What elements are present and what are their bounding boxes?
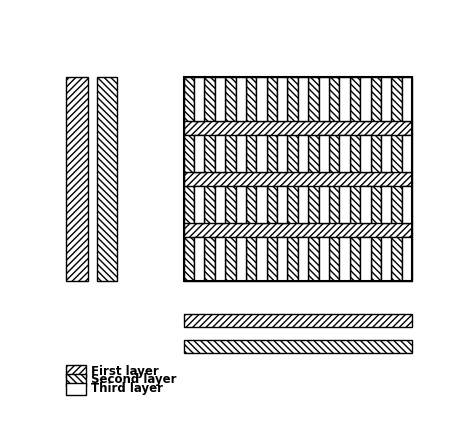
Bar xyxy=(319,77,329,121)
Bar xyxy=(319,186,329,223)
Bar xyxy=(225,77,235,281)
Bar xyxy=(215,77,225,121)
Bar xyxy=(194,186,205,223)
Bar xyxy=(360,77,371,121)
Bar xyxy=(215,186,225,223)
Bar xyxy=(246,77,256,281)
Bar xyxy=(319,237,329,281)
Bar xyxy=(381,237,391,281)
Bar xyxy=(402,77,412,121)
Bar xyxy=(183,77,412,281)
Bar xyxy=(267,77,277,281)
Bar xyxy=(381,135,391,172)
Text: First layer: First layer xyxy=(91,365,159,377)
Bar xyxy=(256,237,267,281)
Bar xyxy=(194,77,205,121)
Bar xyxy=(183,314,412,327)
Bar xyxy=(298,186,308,223)
Bar xyxy=(277,135,287,172)
Bar xyxy=(298,237,308,281)
Text: Third layer: Third layer xyxy=(91,382,163,395)
Bar xyxy=(183,77,412,281)
Bar xyxy=(235,186,246,223)
Bar xyxy=(256,186,267,223)
Bar xyxy=(256,135,267,172)
Bar xyxy=(402,186,412,223)
Bar xyxy=(66,383,86,395)
Bar xyxy=(183,77,194,281)
Bar xyxy=(277,186,287,223)
Bar xyxy=(298,77,308,121)
Bar xyxy=(183,121,412,135)
Bar xyxy=(287,77,298,281)
Bar xyxy=(215,237,225,281)
Bar xyxy=(308,77,319,281)
Bar xyxy=(339,237,350,281)
Bar xyxy=(360,237,371,281)
Bar xyxy=(371,77,381,281)
Bar xyxy=(183,339,412,353)
Bar xyxy=(235,135,246,172)
Bar xyxy=(329,77,339,281)
Bar xyxy=(360,135,371,172)
Bar xyxy=(194,135,205,172)
Bar xyxy=(339,186,350,223)
Bar xyxy=(205,77,215,281)
Bar xyxy=(66,365,86,377)
Bar xyxy=(350,77,360,281)
Bar xyxy=(402,237,412,281)
Bar xyxy=(235,237,246,281)
Bar xyxy=(96,77,117,281)
Bar xyxy=(360,186,371,223)
Bar xyxy=(339,135,350,172)
Bar xyxy=(391,77,402,281)
Bar xyxy=(339,77,350,121)
Bar xyxy=(277,77,287,121)
Bar xyxy=(298,135,308,172)
Bar xyxy=(183,223,412,237)
Bar xyxy=(66,374,86,386)
Bar xyxy=(194,237,205,281)
Bar xyxy=(66,77,88,281)
Bar xyxy=(235,77,246,121)
Bar xyxy=(319,135,329,172)
Bar xyxy=(256,77,267,121)
Text: Second layer: Second layer xyxy=(91,373,176,386)
Bar xyxy=(402,135,412,172)
Bar xyxy=(183,172,412,186)
Bar xyxy=(277,237,287,281)
Bar xyxy=(381,186,391,223)
Bar xyxy=(215,135,225,172)
Bar xyxy=(381,77,391,121)
